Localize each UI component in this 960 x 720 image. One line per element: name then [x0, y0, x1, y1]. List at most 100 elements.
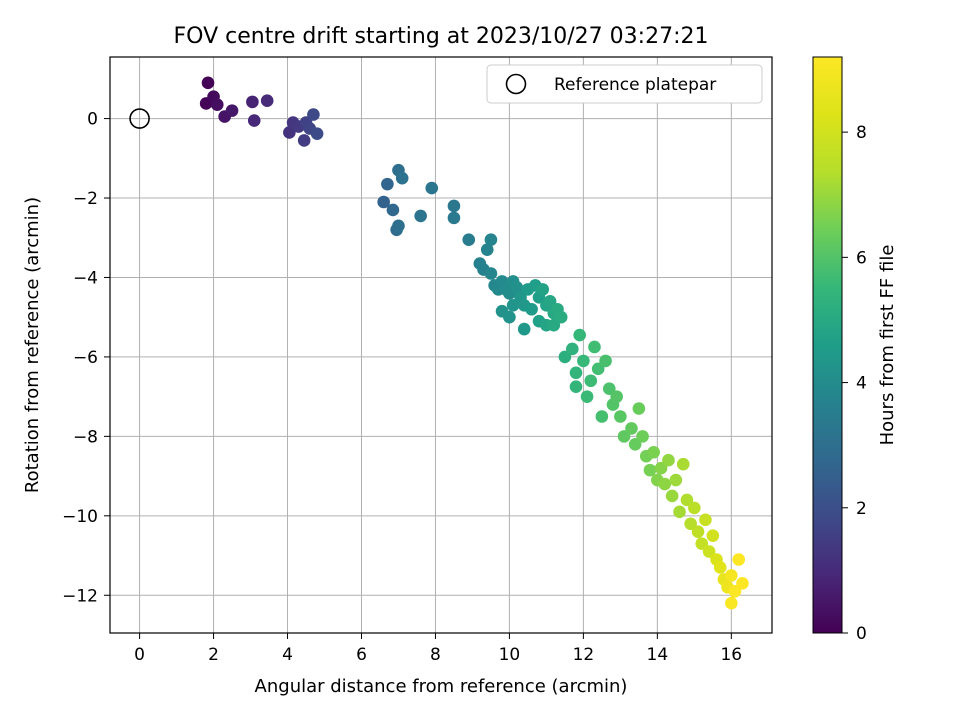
scatter-point — [602, 382, 616, 395]
scatter-point — [462, 233, 476, 247]
scatter-point — [688, 501, 701, 515]
scatter-point — [588, 340, 601, 354]
x-tick-label: 8 — [430, 645, 441, 665]
scatter-point — [577, 354, 590, 368]
grid-lines — [110, 57, 772, 633]
scatter-point — [381, 177, 394, 191]
scatter-point — [310, 127, 324, 140]
scatter-point — [283, 126, 296, 139]
colorbar: 0 2 4 6 8 Hours from first FF file — [812, 56, 898, 644]
colorbar-tick-label: 4 — [856, 374, 867, 394]
scatter-point — [680, 493, 694, 507]
scatter-point — [614, 410, 627, 423]
y-tick-label: −6 — [73, 348, 98, 368]
scatter-point — [725, 596, 738, 610]
scatter-point — [695, 537, 709, 550]
plot-frame — [109, 56, 773, 634]
scatter-point — [503, 310, 516, 324]
scatter-point — [676, 457, 690, 471]
scatter-point — [699, 513, 712, 527]
scatter-point — [691, 525, 705, 539]
scatter-point — [297, 134, 311, 147]
scatter-point — [728, 584, 742, 598]
scatter-point — [684, 517, 697, 531]
scatter-point — [732, 553, 746, 566]
scatter-point — [628, 438, 642, 451]
scatter-point — [425, 181, 439, 195]
x-tick-label: 2 — [208, 645, 219, 665]
scatter-point — [517, 322, 531, 336]
colorbar-tick-label: 0 — [856, 624, 867, 644]
scatter-point — [386, 203, 400, 217]
y-axis-label: Rotation from reference (arcmin) — [22, 197, 43, 493]
scatter-point — [260, 94, 274, 107]
data-points — [199, 76, 749, 610]
legend-reference-marker — [505, 73, 527, 95]
scatter-point — [706, 529, 720, 542]
legend: Reference platepar — [486, 64, 763, 104]
scatter-point — [392, 219, 405, 233]
scatter-point — [617, 430, 631, 443]
scatter-point — [569, 366, 583, 380]
scatter-point — [658, 477, 672, 491]
scatter-point — [414, 209, 427, 223]
scatter-point — [484, 233, 498, 247]
scatter-point — [547, 318, 561, 332]
x-axis-ticks: 0 2 4 6 8 10 12 14 16 — [134, 633, 742, 665]
legend-entry-reference: Reference platepar — [554, 75, 716, 95]
colorbar-tick-label: 6 — [856, 248, 867, 268]
scatter-point — [643, 463, 657, 477]
scatter-point — [536, 283, 550, 296]
scatter-point — [636, 430, 649, 443]
y-tick-label: −2 — [73, 189, 98, 209]
scatter-point — [662, 453, 675, 467]
scatter-point — [525, 302, 538, 316]
x-axis-label: Angular distance from reference (arcmin) — [255, 676, 628, 697]
chart-title: FOV centre drift starting at 2023/10/27 … — [174, 24, 709, 49]
y-axis-ticks: 0 −2 −4 −6 −8 −10 −12 — [62, 110, 110, 606]
x-tick-label: 14 — [647, 645, 669, 665]
scatter-point — [395, 171, 409, 185]
scatter-point — [702, 545, 716, 558]
scatter-point — [447, 211, 461, 225]
scatter-point — [554, 310, 568, 324]
scatter-point — [713, 561, 727, 574]
scatter-point — [480, 243, 494, 256]
x-tick-label: 10 — [499, 645, 521, 665]
y-tick-label: −4 — [73, 268, 98, 288]
scatter-point — [569, 380, 583, 394]
x-tick-label: 6 — [356, 645, 367, 665]
y-tick-label: −10 — [62, 507, 98, 527]
scatter-point — [665, 489, 679, 503]
scatter-point — [673, 505, 686, 519]
colorbar-tick-label: 2 — [856, 499, 867, 519]
scatter-point — [632, 402, 646, 415]
scatter-point — [610, 390, 623, 403]
x-tick-label: 0 — [134, 645, 145, 665]
scatter-point — [736, 577, 749, 590]
x-tick-label: 4 — [282, 645, 293, 665]
reference-platepar-marker — [129, 108, 150, 129]
scatter-point — [669, 473, 683, 487]
scatter-point — [625, 422, 638, 435]
scatter-point — [510, 281, 524, 294]
scatter-point — [543, 295, 557, 308]
scatter-point — [565, 342, 579, 356]
colorbar-label: Hours from first FF file — [877, 245, 898, 446]
scatter-point — [725, 569, 738, 582]
colorbar-tick-label: 8 — [856, 123, 867, 143]
x-tick-label: 16 — [720, 645, 742, 665]
scatter-point — [377, 195, 390, 209]
scatter-point — [654, 461, 668, 475]
scatter-point — [506, 298, 520, 312]
reference-marker-group — [129, 108, 150, 129]
colorbar-ticks: 0 2 4 6 8 — [842, 123, 867, 644]
y-tick-label: 0 — [87, 110, 98, 130]
scatter-point — [210, 98, 224, 111]
scatter-point — [584, 374, 598, 388]
scatter-point — [595, 410, 609, 423]
scatter-point — [201, 76, 215, 90]
scatter-point — [447, 199, 461, 213]
x-tick-label: 12 — [573, 645, 595, 665]
